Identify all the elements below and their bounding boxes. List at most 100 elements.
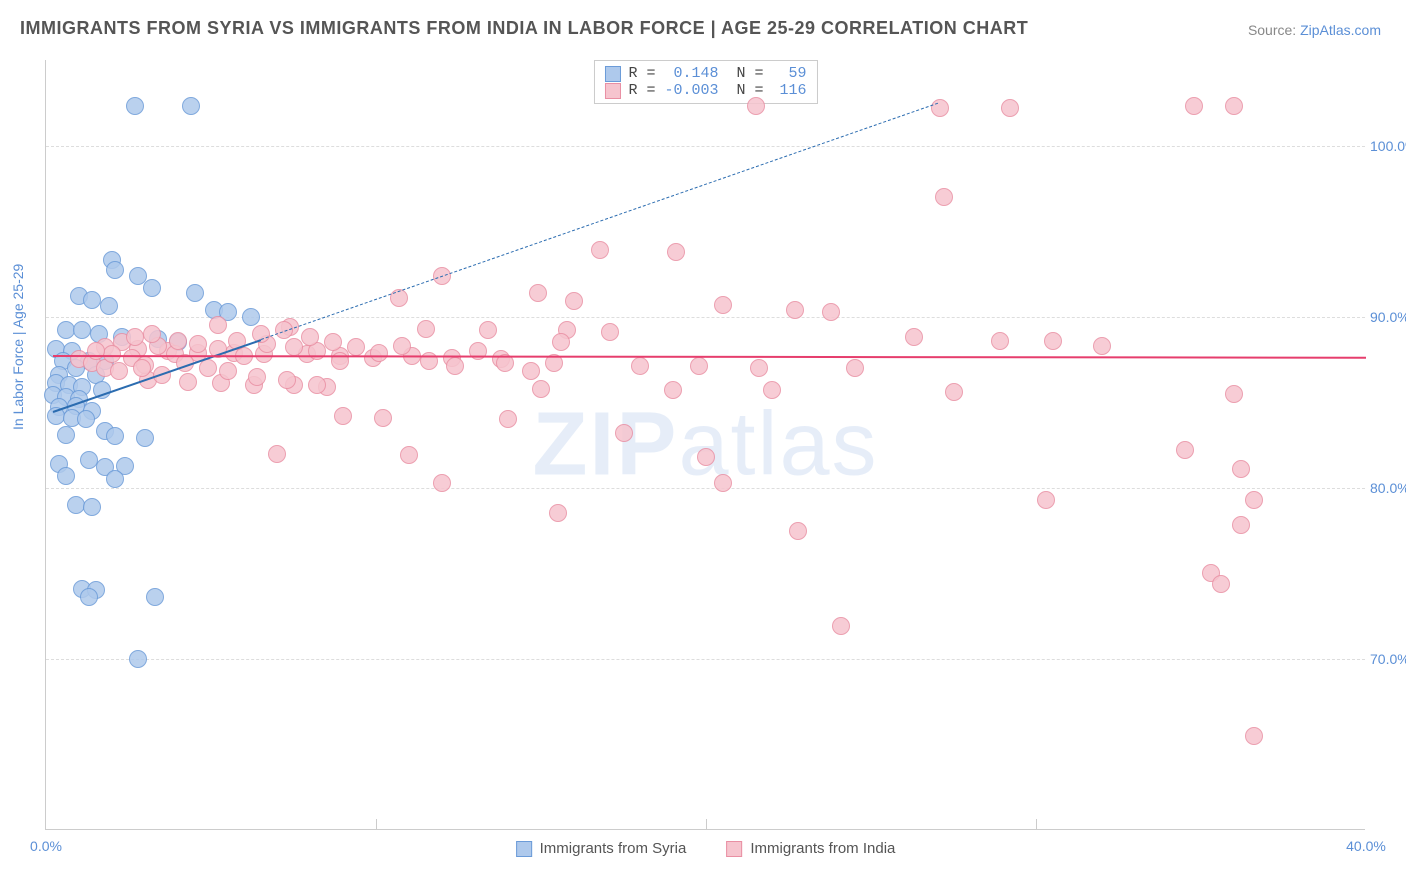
data-point [80, 451, 98, 469]
data-point [189, 335, 207, 353]
gridline-horizontal [46, 146, 1365, 147]
data-point [308, 376, 326, 394]
data-point [905, 328, 923, 346]
data-point [763, 381, 781, 399]
data-point [67, 496, 85, 514]
data-point [129, 650, 147, 668]
data-point [931, 99, 949, 117]
data-point [1093, 337, 1111, 355]
data-point [83, 498, 101, 516]
series-legend: Immigrants from Syria Immigrants from Ind… [516, 840, 896, 857]
data-point [77, 410, 95, 428]
data-point [446, 357, 464, 375]
data-point [690, 357, 708, 375]
data-point [479, 321, 497, 339]
data-point [106, 261, 124, 279]
data-point [57, 467, 75, 485]
y-tick-label: 80.0% [1370, 480, 1406, 496]
data-point [1225, 385, 1243, 403]
data-point [400, 446, 418, 464]
data-point [268, 445, 286, 463]
data-point [601, 323, 619, 341]
data-point [100, 297, 118, 315]
y-tick-label: 70.0% [1370, 651, 1406, 667]
data-point [248, 368, 266, 386]
data-point [80, 588, 98, 606]
legend-swatch [516, 841, 532, 857]
data-point [1185, 97, 1203, 115]
data-point [301, 328, 319, 346]
data-point [789, 522, 807, 540]
n-value: 116 [772, 82, 807, 99]
data-point [57, 321, 75, 339]
data-point [1037, 491, 1055, 509]
legend-label: Immigrants from Syria [540, 840, 687, 857]
data-point [393, 337, 411, 355]
data-point [143, 279, 161, 297]
data-point [991, 332, 1009, 350]
data-point [750, 359, 768, 377]
data-point [126, 97, 144, 115]
n-label: N = [737, 82, 764, 99]
data-point [87, 342, 105, 360]
data-point [1232, 516, 1250, 534]
data-point [697, 448, 715, 466]
data-point [1044, 332, 1062, 350]
data-point [209, 316, 227, 334]
data-point [334, 407, 352, 425]
r-label: R = [628, 82, 655, 99]
data-point [532, 380, 550, 398]
source-attribution: Source: ZipAtlas.com [1248, 22, 1381, 38]
data-point [347, 338, 365, 356]
legend-swatch [604, 83, 620, 99]
data-point [1225, 97, 1243, 115]
x-tick-minor [1036, 819, 1037, 829]
data-point [136, 429, 154, 447]
source-link[interactable]: ZipAtlas.com [1300, 22, 1381, 38]
data-point [126, 328, 144, 346]
watermark-bold: ZIP [532, 394, 678, 494]
watermark-rest: atlas [678, 394, 878, 494]
data-point [522, 362, 540, 380]
r-label: R = [628, 65, 655, 82]
x-tick-label: 40.0% [1346, 838, 1386, 854]
correlation-legend: R =0.148N =59R =-0.003N =116 [593, 60, 817, 104]
data-point [146, 588, 164, 606]
data-point [186, 284, 204, 302]
data-point [433, 474, 451, 492]
legend-row: R =0.148N =59 [604, 65, 806, 82]
data-point [747, 97, 765, 115]
legend-swatch [726, 841, 742, 857]
data-point [529, 284, 547, 302]
data-point [110, 362, 128, 380]
data-point [822, 303, 840, 321]
data-point [1245, 491, 1263, 509]
data-point [242, 308, 260, 326]
data-point [73, 321, 91, 339]
legend-item: Immigrants from India [726, 840, 895, 857]
r-value: 0.148 [664, 65, 719, 82]
data-point [57, 426, 75, 444]
data-point [370, 344, 388, 362]
r-value: -0.003 [664, 82, 719, 99]
x-tick-label: 0.0% [30, 838, 62, 854]
data-point [714, 296, 732, 314]
y-tick-label: 100.0% [1370, 138, 1406, 154]
data-point [182, 97, 200, 115]
data-point [631, 357, 649, 375]
data-point [169, 332, 187, 350]
data-point [565, 292, 583, 310]
y-axis-label: In Labor Force | Age 25-29 [10, 264, 26, 430]
data-point [133, 359, 151, 377]
data-point [417, 320, 435, 338]
data-point [664, 381, 682, 399]
y-tick-label: 90.0% [1370, 309, 1406, 325]
data-point [935, 188, 953, 206]
legend-item: Immigrants from Syria [516, 840, 687, 857]
data-point [1232, 460, 1250, 478]
data-point [667, 243, 685, 261]
data-point [106, 470, 124, 488]
legend-swatch [604, 66, 620, 82]
legend-label: Immigrants from India [750, 840, 895, 857]
data-point [83, 291, 101, 309]
